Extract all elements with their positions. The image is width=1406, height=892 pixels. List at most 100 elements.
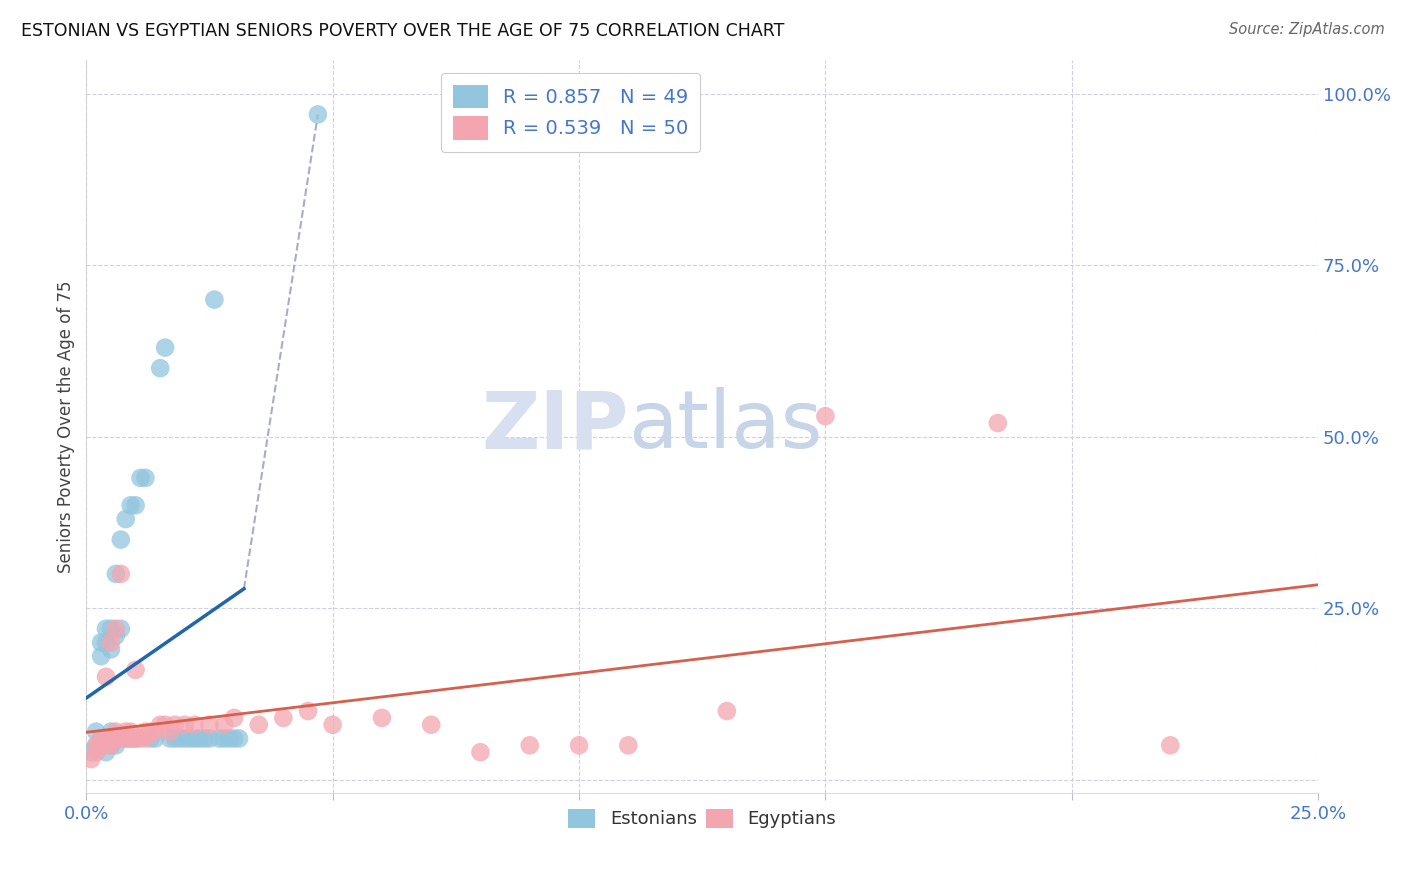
Point [716, 704, 738, 718]
Point [519, 739, 541, 753]
Point [1159, 739, 1181, 753]
Point [84, 724, 107, 739]
Text: ZIP: ZIP [481, 387, 628, 466]
Point [169, 731, 191, 746]
Point [987, 416, 1010, 430]
Point [100, 642, 122, 657]
Point [163, 731, 186, 746]
Point [134, 471, 156, 485]
Point [90, 731, 112, 746]
Point [814, 409, 837, 424]
Point [198, 731, 221, 746]
Point [94, 635, 117, 649]
Point [208, 731, 231, 746]
Point [114, 512, 136, 526]
Point [100, 724, 122, 739]
Point [568, 739, 591, 753]
Point [104, 739, 127, 753]
Point [114, 731, 136, 746]
Point [617, 739, 640, 753]
Point [173, 731, 195, 746]
Point [198, 718, 221, 732]
Point [120, 724, 142, 739]
Text: Source: ZipAtlas.com: Source: ZipAtlas.com [1229, 22, 1385, 37]
Point [84, 739, 107, 753]
Point [110, 731, 132, 746]
Point [90, 731, 112, 746]
Point [120, 499, 142, 513]
Point [183, 731, 205, 746]
Point [94, 745, 117, 759]
Point [143, 724, 166, 739]
Point [114, 724, 136, 739]
Point [163, 718, 186, 732]
Point [100, 731, 122, 746]
Point [218, 731, 240, 746]
Point [110, 622, 132, 636]
Point [129, 471, 152, 485]
Point [214, 718, 236, 732]
Point [80, 752, 103, 766]
Point [124, 731, 146, 746]
Point [124, 499, 146, 513]
Point [134, 724, 156, 739]
Point [420, 718, 443, 732]
Point [143, 731, 166, 746]
Point [129, 731, 152, 746]
Point [90, 635, 112, 649]
Point [100, 739, 122, 753]
Point [134, 731, 156, 746]
Point [100, 739, 122, 753]
Point [110, 731, 132, 746]
Point [297, 704, 319, 718]
Point [307, 107, 329, 121]
Point [228, 731, 250, 746]
Point [94, 731, 117, 746]
Point [100, 635, 122, 649]
Point [159, 731, 181, 746]
Point [183, 718, 205, 732]
Point [470, 745, 492, 759]
Point [90, 649, 112, 664]
Point [90, 739, 112, 753]
Point [104, 731, 127, 746]
Point [84, 739, 107, 753]
Point [110, 566, 132, 581]
Point [159, 724, 181, 739]
Point [114, 731, 136, 746]
Point [214, 731, 236, 746]
Point [179, 731, 201, 746]
Point [94, 622, 117, 636]
Point [94, 670, 117, 684]
Point [124, 731, 146, 746]
Point [104, 724, 127, 739]
Point [188, 731, 211, 746]
Point [322, 718, 344, 732]
Point [90, 739, 112, 753]
Point [202, 293, 225, 307]
Point [100, 622, 122, 636]
Point [94, 739, 117, 753]
Point [84, 745, 107, 759]
Legend: Estonians, Egyptians: Estonians, Egyptians [561, 801, 844, 836]
Point [104, 566, 127, 581]
Text: ESTONIAN VS EGYPTIAN SENIORS POVERTY OVER THE AGE OF 75 CORRELATION CHART: ESTONIAN VS EGYPTIAN SENIORS POVERTY OVE… [21, 22, 785, 40]
Point [124, 663, 146, 677]
Y-axis label: Seniors Poverty Over the Age of 75: Seniors Poverty Over the Age of 75 [58, 280, 75, 573]
Point [153, 718, 176, 732]
Point [149, 361, 172, 376]
Point [224, 731, 246, 746]
Point [371, 711, 394, 725]
Point [110, 533, 132, 547]
Point [139, 731, 162, 746]
Text: atlas: atlas [628, 387, 823, 466]
Point [94, 731, 117, 746]
Point [224, 711, 246, 725]
Point [80, 745, 103, 759]
Point [104, 629, 127, 643]
Point [120, 731, 142, 746]
Point [193, 731, 215, 746]
Point [247, 718, 270, 732]
Point [104, 622, 127, 636]
Point [149, 718, 172, 732]
